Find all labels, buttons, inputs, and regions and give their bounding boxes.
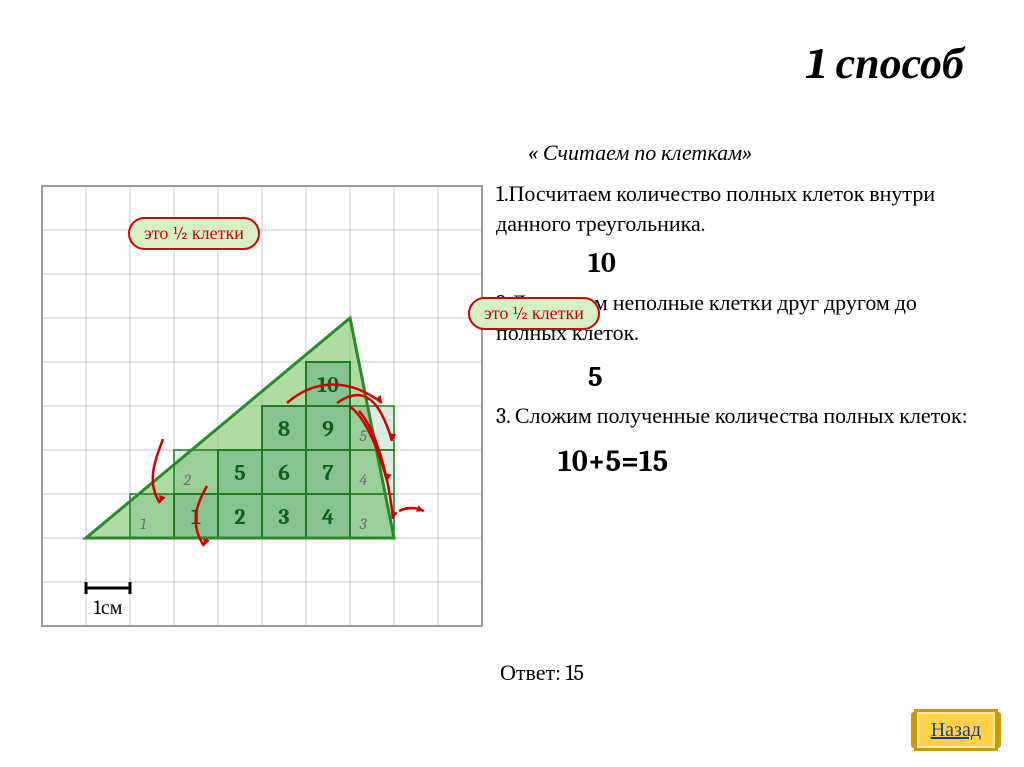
- callout-right: это ½ клетки: [468, 297, 600, 330]
- back-button[interactable]: Назад: [914, 709, 998, 751]
- subtitle: « Считаем по клеткам»: [528, 140, 752, 166]
- svg-text:2: 2: [183, 471, 192, 489]
- equation: 10+5=15: [558, 442, 976, 483]
- grid-diagram: 12345678910123451см: [37, 181, 487, 631]
- step-1: 1.Посчитаем количество полных клеток вну…: [496, 180, 976, 239]
- answer-text: Ответ: 15: [500, 660, 584, 686]
- svg-text:2: 2: [234, 504, 245, 530]
- svg-text:1см: 1см: [94, 596, 123, 619]
- svg-text:9: 9: [322, 416, 334, 442]
- svg-text:7: 7: [323, 460, 334, 486]
- value-5: 5: [588, 359, 976, 397]
- text-content: 1.Посчитаем количество полных клеток вну…: [496, 180, 976, 489]
- value-10: 10: [588, 245, 976, 283]
- svg-text:5: 5: [360, 427, 368, 445]
- svg-text:8: 8: [278, 416, 290, 442]
- page-title: 1 способ: [807, 38, 964, 89]
- svg-text:4: 4: [359, 471, 367, 489]
- svg-text:6: 6: [278, 460, 290, 486]
- svg-text:3: 3: [359, 515, 368, 533]
- svg-text:3: 3: [278, 504, 289, 530]
- svg-text:5: 5: [234, 460, 245, 486]
- callout-left: это ½ клетки: [128, 217, 260, 250]
- step-3: 3. Сложим полученные количества полных к…: [496, 402, 976, 432]
- svg-text:4: 4: [322, 504, 334, 530]
- svg-text:1: 1: [140, 515, 146, 533]
